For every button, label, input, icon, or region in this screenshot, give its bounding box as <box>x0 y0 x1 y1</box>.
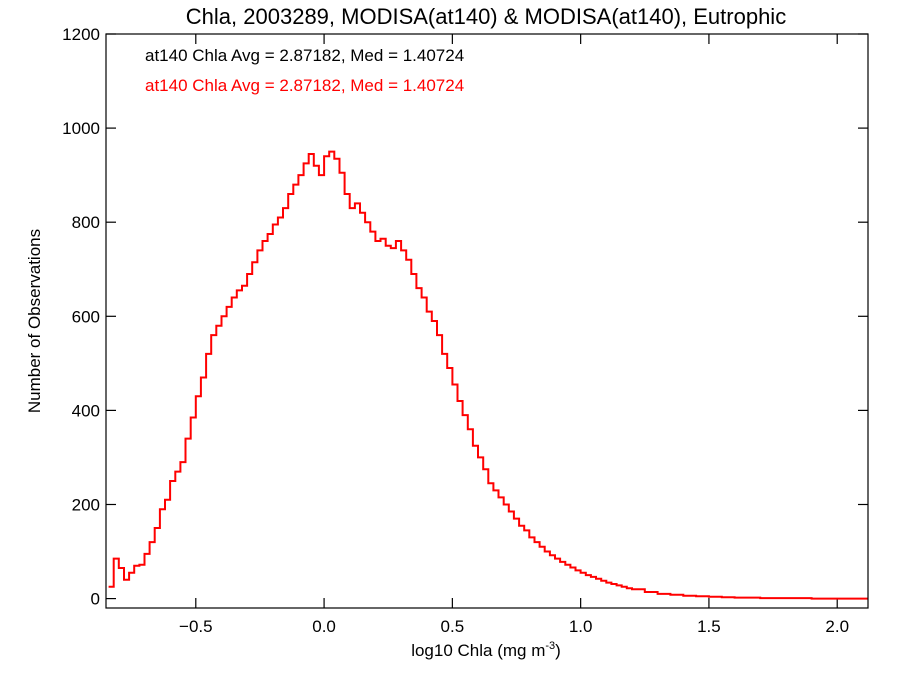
x-axis-label-superscript: -3 <box>545 640 555 652</box>
y-tick-label: 0 <box>91 590 100 609</box>
y-tick-label: 800 <box>72 213 100 232</box>
x-axis-ticks: −0.5 0.0 0.5 1.0 1.5 2.0 <box>179 34 849 636</box>
legend-entry-red: at140 Chla Avg = 2.87182, Med = 1.40724 <box>145 76 464 95</box>
y-tick-label: 1000 <box>62 119 100 138</box>
histogram-series-line <box>108 150 868 600</box>
x-tick-label: 1.0 <box>569 617 593 636</box>
x-tick-label: 1.5 <box>697 617 721 636</box>
x-axis-label-close: ) <box>555 641 561 660</box>
y-tick-label: 1200 <box>62 25 100 44</box>
chart-title: Chla, 2003289, MODISA(at140) & MODISA(at… <box>186 4 786 29</box>
y-tick-label: 600 <box>72 307 100 326</box>
x-axis-label: log10 Chla (mg m-3) <box>411 640 561 660</box>
plot-frame <box>105 33 869 609</box>
x-axis-label-main: log10 Chla (mg m <box>411 641 545 660</box>
x-tick-label: −0.5 <box>179 617 213 636</box>
y-tick-label: 200 <box>72 495 100 514</box>
x-tick-label: 0.5 <box>441 617 465 636</box>
y-tick-label: 400 <box>72 401 100 420</box>
x-tick-label: 0.0 <box>312 617 336 636</box>
y-axis-ticks: 0 200 400 600 800 1000 1200 <box>62 25 868 609</box>
x-tick-label: 2.0 <box>825 617 849 636</box>
legend-entry-black: at140 Chla Avg = 2.87182, Med = 1.40724 <box>145 46 464 65</box>
y-axis-label: Number of Observations <box>25 229 44 413</box>
